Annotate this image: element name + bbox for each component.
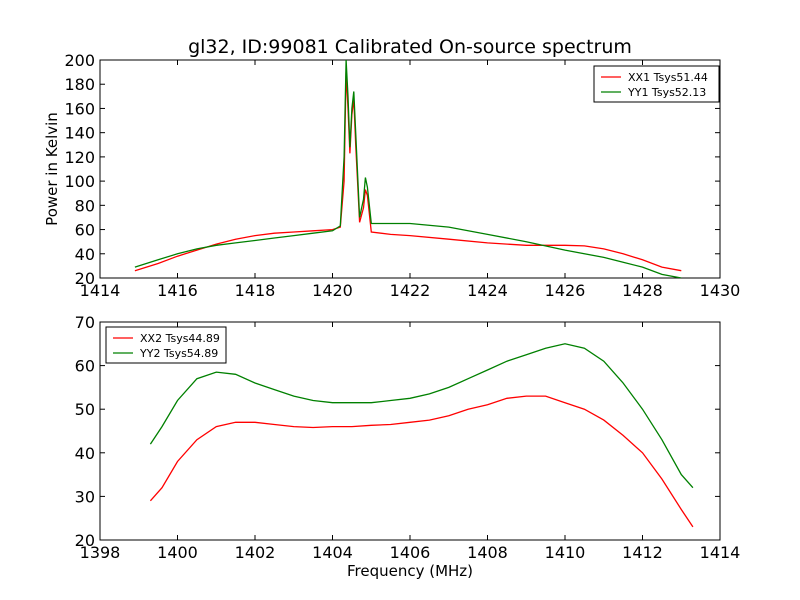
bottom-legend: XX2 Tsys44.89 YY2 Tsys54.89 [105,326,227,364]
legend-box [593,65,720,103]
x-tick-label: 1426 [545,281,586,300]
x-axis-label: Frequency (MHz) [347,562,473,580]
y-tick-label: 80 [75,196,95,215]
x-tick-label: 1404 [312,543,353,562]
x-tick-label: 1410 [545,543,586,562]
legend-entry: YY2 Tsys54.89 [139,347,218,360]
series-line-yy1 [134,60,682,278]
x-tick-label: 1414 [700,543,741,562]
bottom-spectrum-chart: Frequency (MHz) 1398 1400 1402 1404 1406 1408… [75,313,741,580]
top-spectrum-chart: gl32, ID:99081 Calibrated On-source spec… [43,36,740,300]
series-line-xx2 [149,395,694,528]
x-tick-label: 1412 [622,543,663,562]
x-tick-label: 1398 [80,543,121,562]
x-tick-label: 1418 [235,281,276,300]
x-tick-label: 1408 [467,543,508,562]
x-tick-label: 1414 [80,281,121,300]
legend-entry: YY1 Tsys52.13 [627,86,706,99]
y-tick-label: 60 [75,357,95,376]
legend-entry: XX2 Tsys44.89 [140,332,220,345]
y-tick-label: 20 [75,531,95,550]
x-tick-label: 1406 [390,543,431,562]
y-axis-label: Power in Kelvin [43,112,61,226]
x-tick-label: 1400 [157,543,198,562]
legend-box [105,326,227,364]
top-legend: XX1 Tsys51.44 YY1 Tsys52.13 [593,65,720,103]
y-tick-label: 40 [75,444,95,463]
y-tick-label: 100 [64,172,95,191]
x-tick-label: 1420 [312,281,353,300]
y-tick-label: 120 [64,148,95,167]
y-tick-label: 40 [75,245,95,264]
series-line-yy2 [149,343,694,489]
y-tick-label: 180 [64,75,95,94]
y-tick-label: 60 [75,221,95,240]
legend-entry: XX1 Tsys51.44 [628,71,708,84]
x-tick-label: 1428 [622,281,663,300]
x-tick-label: 1422 [390,281,431,300]
x-tick-label: 1402 [235,543,276,562]
y-tick-label: 160 [64,99,95,118]
x-tick-label: 1430 [700,281,741,300]
chart-title: gl32, ID:99081 Calibrated On-source spec… [188,36,632,58]
x-tick-label: 1416 [157,281,198,300]
x-tick-label: 1424 [467,281,508,300]
y-tick-label: 140 [64,124,95,143]
y-tick-label: 200 [64,51,95,70]
y-tick-label: 70 [75,313,95,332]
y-tick-label: 50 [75,400,95,419]
y-tick-label: 30 [75,487,95,506]
y-tick-label: 20 [75,269,95,288]
